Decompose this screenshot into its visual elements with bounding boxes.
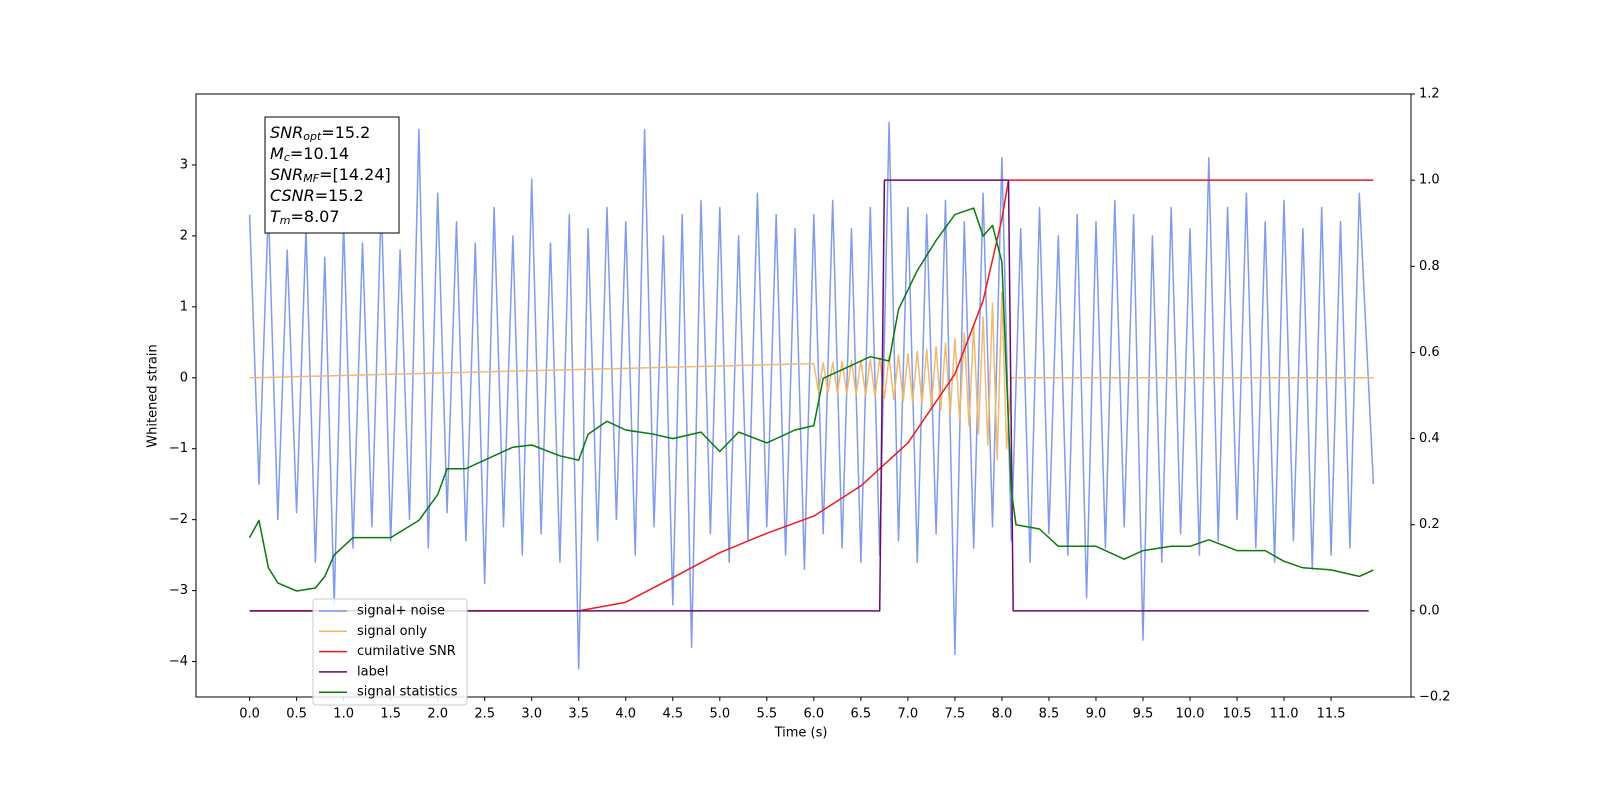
annotation-line: CSNR=15.2 xyxy=(270,186,364,205)
x-tick-label: 6.5 xyxy=(851,707,872,722)
y2-tick-label: 0.8 xyxy=(1419,259,1440,274)
x-tick-label: 3.0 xyxy=(521,707,542,722)
y2-tick-label: 1.0 xyxy=(1419,173,1440,188)
y2-tick-label: 0.6 xyxy=(1419,345,1440,360)
x-tick-label: 3.5 xyxy=(568,707,589,722)
x-tick-label: 6.0 xyxy=(804,707,825,722)
legend-label: signal+ noise xyxy=(357,604,445,619)
y-tick-label: −1 xyxy=(169,441,188,456)
annotation-line: Mc=10.14 xyxy=(270,144,349,165)
y2-tick-label: 0.4 xyxy=(1419,431,1440,446)
annotation-value: =15.2 xyxy=(315,186,364,205)
annotation-line: SNRopt=15.2 xyxy=(270,123,370,144)
y2-tick-label: −0.2 xyxy=(1419,690,1451,705)
x-tick-label: 4.0 xyxy=(615,707,636,722)
x-tick-label: 7.5 xyxy=(945,707,966,722)
annotation-symbol: SNR xyxy=(270,165,303,184)
annotation-subscript: MF xyxy=(303,172,319,185)
y2-tick-label: 0.2 xyxy=(1419,517,1440,532)
y-tick-label: −4 xyxy=(169,654,188,669)
x-tick-label: 5.0 xyxy=(709,707,730,722)
annotation-value: =10.14 xyxy=(290,144,349,163)
x-tick-label: 1.0 xyxy=(333,707,354,722)
annotation-value: =[14.24] xyxy=(319,165,391,184)
y-axis-label: Whitened strain xyxy=(146,344,161,447)
y-tick-label: 2 xyxy=(180,228,188,243)
series-line xyxy=(249,179,1369,612)
x-tick-label: 11.0 xyxy=(1270,707,1299,722)
annotation-line: SNRMF=[14.24] xyxy=(270,165,391,186)
annotation-symbol: SNR xyxy=(270,123,303,142)
x-tick-label: 0.0 xyxy=(239,707,260,722)
x-tick-label: 10.5 xyxy=(1223,707,1252,722)
annotation-symbol: T xyxy=(270,207,281,226)
annotation-symbol: CSNR xyxy=(270,186,315,205)
legend-label: signal only xyxy=(357,624,427,639)
x-tick-label: 4.5 xyxy=(662,707,683,722)
x-tick-label: 8.5 xyxy=(1039,707,1060,722)
x-tick-label: 0.5 xyxy=(286,707,307,722)
series-line xyxy=(248,121,1375,670)
x-tick-label: 1.5 xyxy=(380,707,401,722)
y2-tick-label: 0.0 xyxy=(1419,603,1440,618)
x-tick-label: 9.5 xyxy=(1133,707,1154,722)
y-tick-label: 0 xyxy=(180,370,188,385)
annotation-value: =8.07 xyxy=(291,207,340,226)
x-tick-label: 11.5 xyxy=(1317,707,1346,722)
series-line xyxy=(248,207,1374,592)
series-line xyxy=(249,291,1374,461)
series-line xyxy=(249,179,1374,612)
annotation-line: Tm=8.07 xyxy=(270,207,340,228)
annotation-subscript: m xyxy=(280,214,291,227)
y-tick-label: −3 xyxy=(169,583,188,598)
legend-label: label xyxy=(357,664,388,679)
x-tick-label: 7.0 xyxy=(898,707,919,722)
y-tick-label: 1 xyxy=(180,299,188,314)
x-tick-label: 10.0 xyxy=(1176,707,1205,722)
x-tick-label: 8.0 xyxy=(992,707,1013,722)
x-tick-label: 2.0 xyxy=(427,707,448,722)
x-tick-label: 9.0 xyxy=(1086,707,1107,722)
x-tick-label: 5.5 xyxy=(756,707,777,722)
annotation-value: =15.2 xyxy=(321,123,370,142)
annotation-subscript: opt xyxy=(303,130,322,143)
plot-frame xyxy=(195,93,1412,698)
legend-label: cumilative SNR xyxy=(357,644,456,659)
legend-label: signal statistics xyxy=(357,685,458,700)
y2-tick-label: 1.2 xyxy=(1419,87,1440,102)
y-tick-label: −2 xyxy=(169,512,188,527)
x-tick-label: 2.5 xyxy=(474,707,495,722)
annotation-subscript: c xyxy=(284,151,290,164)
annotation-symbol: M xyxy=(270,144,284,163)
y-tick-label: 3 xyxy=(180,157,188,172)
annotation-box xyxy=(264,116,400,234)
x-axis-label: Time (s) xyxy=(774,726,828,741)
legend-box xyxy=(312,598,468,706)
